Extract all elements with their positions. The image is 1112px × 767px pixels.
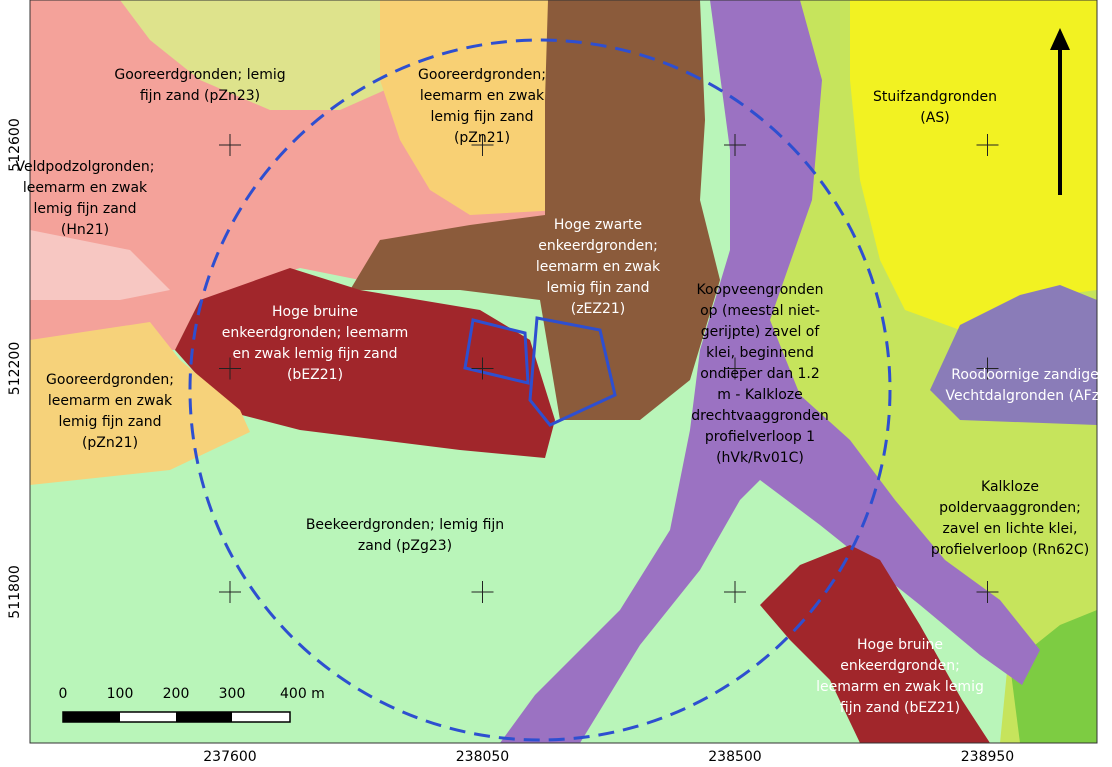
- y-tick-label: 511800: [7, 565, 23, 618]
- soil-label: (pZn21): [82, 435, 138, 451]
- soil-label: (hVk/Rv01C): [716, 450, 804, 466]
- soil-label: drechtvaaggronden: [691, 408, 828, 424]
- soil-label: leemarm en zwak lemig: [816, 679, 984, 695]
- soil-label: profielverloop 1: [705, 429, 815, 445]
- region-as: [850, 0, 1097, 330]
- scale-bar-label: 0: [59, 686, 68, 702]
- soil-label: gerijpte) zavel of: [701, 324, 821, 340]
- region-light-pink: [30, 230, 170, 300]
- soil-label: lemig fijn zand: [33, 201, 136, 217]
- soil-label: enkeerdgronden; leemarm: [222, 325, 409, 341]
- region-bez21-south: [760, 545, 990, 743]
- soil-label: enkeerdgronden;: [538, 238, 658, 254]
- region-purple: [500, 0, 1040, 743]
- soil-label: enkeerdgronden;: [840, 658, 960, 674]
- scale-bar-segment: [176, 712, 232, 722]
- region-pzn21-top: [380, 0, 560, 215]
- scale-bar-label: 300: [219, 686, 246, 702]
- soil-label: Beekeerdgronden; lemig fijn: [306, 517, 504, 533]
- scale-bar-label: 200: [163, 686, 190, 702]
- region-pzn21-left: [30, 322, 250, 485]
- soil-label: Koopveengronden: [696, 282, 823, 298]
- soil-label: op (meestal niet-: [700, 303, 820, 319]
- soil-label: Roodoornige zandige: [951, 367, 1099, 383]
- soil-label: Hoge bruine: [272, 304, 358, 320]
- x-tick-label: 237600: [203, 749, 256, 765]
- x-tick-label: 238950: [961, 749, 1014, 765]
- soil-label: (pZn21): [454, 130, 510, 146]
- soil-label: (zEZ21): [571, 301, 626, 317]
- buffer-circle: [188, 38, 892, 742]
- soil-label: lemig fijn zand: [58, 414, 161, 430]
- soil-label: lemig fijn zand: [546, 280, 649, 296]
- scale-bar: [62, 711, 291, 723]
- y-tick-label: 512200: [7, 342, 23, 395]
- soil-label: zavel en lichte klei,: [943, 521, 1078, 537]
- scale-bar-segment: [63, 712, 120, 722]
- soil-label: Stuifzandgronden: [873, 89, 997, 105]
- x-tick-label: 238050: [456, 749, 509, 765]
- north-arrow-head: [1050, 28, 1070, 50]
- soil-label: Gooreerdgronden;: [418, 67, 546, 83]
- soil-label: Veldpodzolgronden;: [16, 159, 155, 175]
- soil-label: Gooreerdgronden; lemig: [114, 67, 285, 83]
- soil-label: m - Kalkloze: [717, 387, 803, 403]
- soil-map: [30, 0, 1097, 743]
- region-afz: [930, 285, 1097, 425]
- scale-bar-label: 400 m: [280, 686, 325, 702]
- soil-label: fijn zand (pZn23): [140, 88, 260, 104]
- soil-label: en zwak lemig fijn zand: [233, 346, 398, 362]
- soil-label: (bEZ21): [287, 367, 343, 383]
- soil-label: profielverloop (Rn62C): [931, 542, 1089, 558]
- map-frame: [29, 0, 1098, 744]
- soil-label: Hoge zwarte: [554, 217, 642, 233]
- site-outline: [463, 318, 530, 385]
- soil-label: (AS): [920, 110, 949, 126]
- soil-label: leemarm en zwak: [48, 393, 173, 409]
- y-tick-label: 512600: [7, 118, 23, 171]
- soil-label: (Hn21): [61, 222, 109, 238]
- soil-label: fijn zand (bEZ21): [840, 700, 960, 716]
- soil-label: Kalkloze: [981, 479, 1039, 495]
- soil-label: lemig fijn zand: [430, 109, 533, 125]
- soil-label: ondieper dan 1.2: [700, 366, 820, 382]
- soil-label: poldervaaggronden;: [939, 500, 1081, 516]
- soil-label: Hoge bruine: [857, 637, 943, 653]
- soil-label: leemarm en zwak: [536, 259, 661, 275]
- soil-label: Vechtdalgronden (AFz): [945, 388, 1104, 404]
- soil-label: klei, beginnend: [706, 345, 814, 361]
- x-tick-label: 238500: [708, 749, 761, 765]
- soil-label: Gooreerdgronden;: [46, 372, 174, 388]
- site-outline: [528, 316, 617, 427]
- soil-label: zand (pZg23): [358, 538, 452, 554]
- soil-label: leemarm en zwak: [420, 88, 545, 104]
- region-zez21: [350, 0, 720, 420]
- region-bez21: [175, 268, 555, 458]
- region-bright-green: [1010, 610, 1097, 743]
- soil-label: leemarm en zwak: [23, 180, 148, 196]
- scale-bar-label: 100: [107, 686, 134, 702]
